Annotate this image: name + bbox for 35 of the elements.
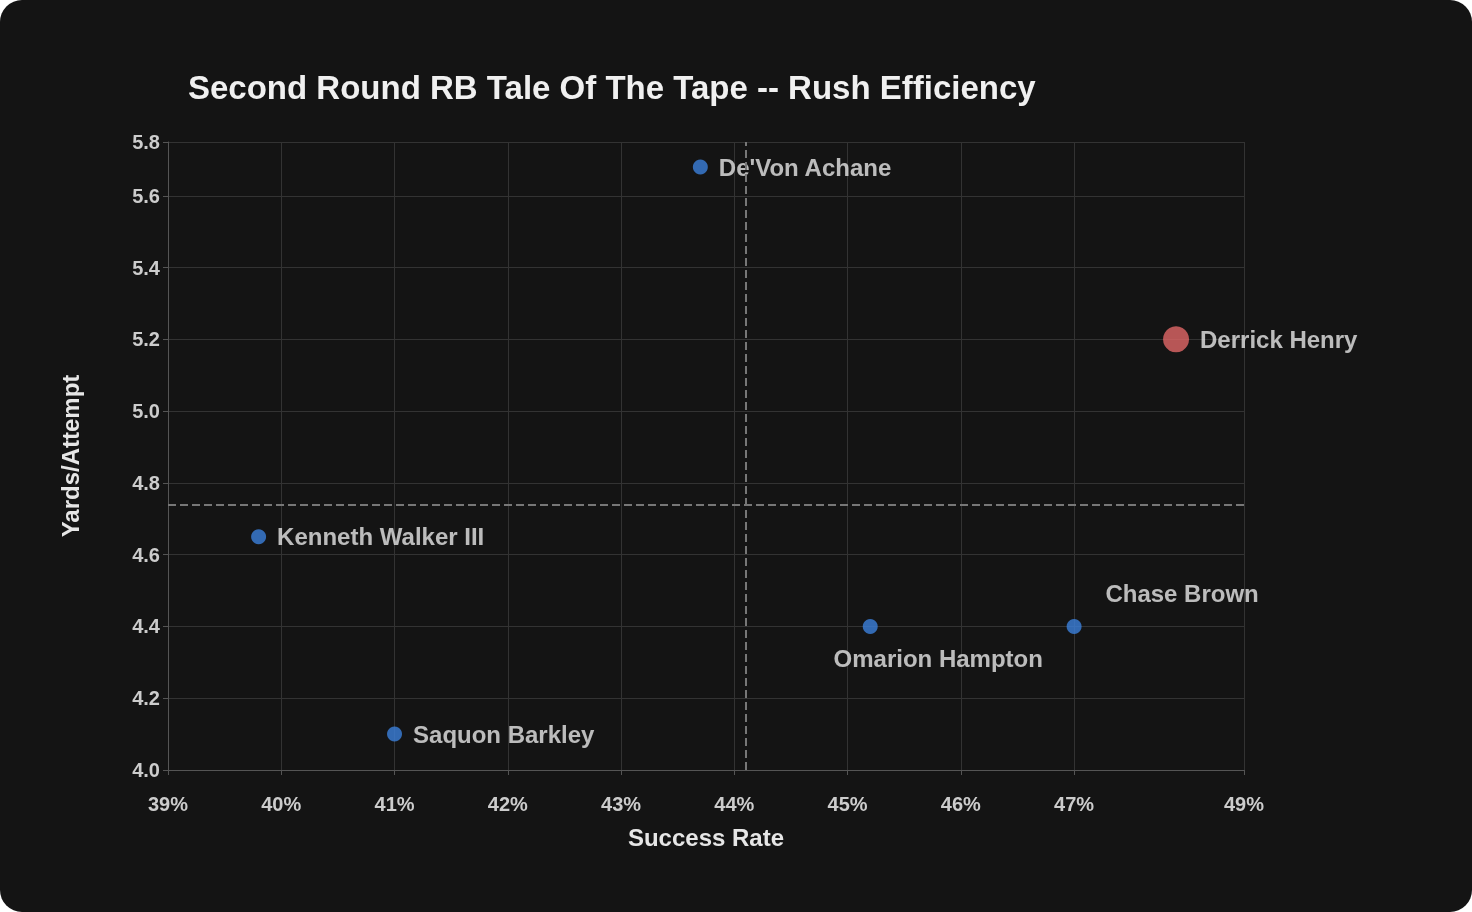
- x-tick-label: 40%: [261, 793, 302, 815]
- y-tick-label: 4.0: [132, 759, 160, 781]
- x-tick-label: 39%: [147, 793, 189, 815]
- y-tick-label: 4.6: [132, 543, 160, 566]
- series-label: Omarion Hampton: [833, 645, 1043, 673]
- y-tick-label: 5.6: [132, 184, 160, 207]
- series-label: Kenneth Walker III: [277, 523, 485, 551]
- x-tick-label: 44%: [714, 793, 755, 815]
- x-tick-label: 45%: [827, 793, 868, 815]
- x-tick-label: 43%: [601, 793, 642, 815]
- y-tick-label: 5.4: [132, 256, 161, 279]
- x-axis-title: Success Rate: [627, 823, 785, 851]
- x-tick-label: 41%: [374, 793, 415, 815]
- y-tick-label: 4.8: [132, 471, 160, 494]
- y-tick-label: 5.8: [132, 131, 160, 153]
- point: [862, 618, 878, 634]
- y-axis-title: Yards/Attempt: [56, 374, 84, 538]
- y-tick-label: 5.2: [132, 328, 160, 351]
- x-tick-label: 49%: [1223, 793, 1265, 815]
- series-label: Chase Brown: [1105, 580, 1259, 608]
- y-tick-label: 4.4: [132, 615, 161, 638]
- series-label: De'Von Achane: [718, 153, 892, 181]
- point: [387, 726, 403, 742]
- y-tick-label: 4.2: [132, 687, 160, 710]
- x-tick-label: 46%: [940, 793, 982, 815]
- chart-title: Second Round RB Tale Of The Tape -- Rush Efficiency: [188, 69, 1037, 106]
- point: [251, 529, 267, 545]
- x-tick-label: 47%: [1054, 793, 1095, 815]
- point: [692, 159, 708, 175]
- y-tick-label: 5.0: [132, 400, 160, 423]
- point: [1163, 326, 1190, 353]
- point: [1066, 618, 1082, 634]
- series-label: Derrick Henry: [1200, 325, 1359, 353]
- x-tick-label: 42%: [487, 793, 529, 815]
- series-label: Saquon Barkley: [413, 720, 596, 748]
